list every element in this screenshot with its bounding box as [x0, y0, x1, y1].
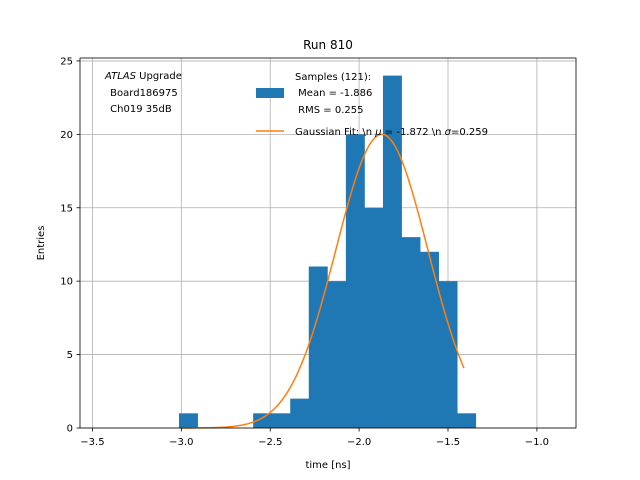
legend-samples-line-3: RMS = 0.255 [295, 105, 363, 116]
histogram-bar [401, 237, 421, 428]
histogram-bar [253, 413, 273, 428]
histogram-bar [345, 134, 365, 428]
plot-frame [79, 57, 577, 429]
histogram-bar [327, 281, 347, 428]
x-axis-label: time [ns] [305, 460, 350, 471]
legend-fit-middle: = -1.872 \n [382, 127, 445, 138]
y-tick-label: 15 [60, 203, 73, 214]
gaussian-fit-curve [181, 133, 465, 429]
histogram-bar [271, 413, 291, 428]
histogram-bar [178, 413, 198, 428]
legend: Samples (121): Mean = -1.886 RMS = 0.255… [256, 72, 488, 138]
annotation-atlas: ATLAS [104, 71, 137, 82]
histogram-bar [457, 413, 477, 428]
legend-fit-prefix: Gaussian Fit: \n [295, 127, 375, 138]
y-tick-label: 5 [67, 350, 73, 361]
histogram-bar [308, 266, 328, 428]
x-tick-label: −3.0 [169, 437, 193, 448]
chart-title: Run 810 [303, 38, 353, 52]
axis-ticks: −3.5 −3.0 −2.5 −2.0 −1.5 −1.0 0 5 10 15 20 25 [60, 56, 549, 448]
x-tick-label: −1.0 [525, 437, 549, 448]
x-tick-label: −2.0 [347, 437, 371, 448]
x-tick-label: −3.5 [80, 437, 104, 448]
legend-fit-suffix: =0.259 [451, 127, 488, 138]
histogram-bar [290, 398, 310, 428]
y-tick-label: 20 [60, 130, 73, 141]
legend-fit-mu: μ [374, 127, 381, 138]
legend-samples-line-1: Samples (121): [295, 72, 371, 83]
y-tick-label: 25 [60, 56, 73, 67]
histogram-bar [438, 281, 458, 428]
histogram-bar [382, 75, 402, 428]
y-tick-label: 0 [67, 424, 73, 435]
legend-samples-line-2: Mean = -1.886 [295, 88, 372, 99]
y-axis-label: Entries [36, 226, 47, 261]
legend-fit-sigma: σ [445, 127, 452, 138]
annotation-line-3: Ch019 35dB [107, 104, 172, 115]
legend-fit-label: Gaussian Fit: \n μ = -1.872 \n σ=0.259 [295, 127, 488, 138]
histogram-bar [420, 251, 439, 428]
histogram-bars [178, 75, 477, 428]
histogram-bar [364, 207, 384, 428]
annotation-upgrade: Upgrade [136, 71, 182, 82]
x-tick-label: −1.5 [436, 437, 460, 448]
annotation-line-1: ATLAS Upgrade [104, 71, 182, 82]
legend-swatch-samples [256, 88, 284, 98]
y-tick-label: 10 [60, 277, 73, 288]
x-tick-label: −2.5 [258, 437, 282, 448]
atlas-annotation: ATLAS Upgrade Board186975 Ch019 35dB [104, 71, 182, 115]
annotation-line-2: Board186975 [107, 88, 178, 99]
